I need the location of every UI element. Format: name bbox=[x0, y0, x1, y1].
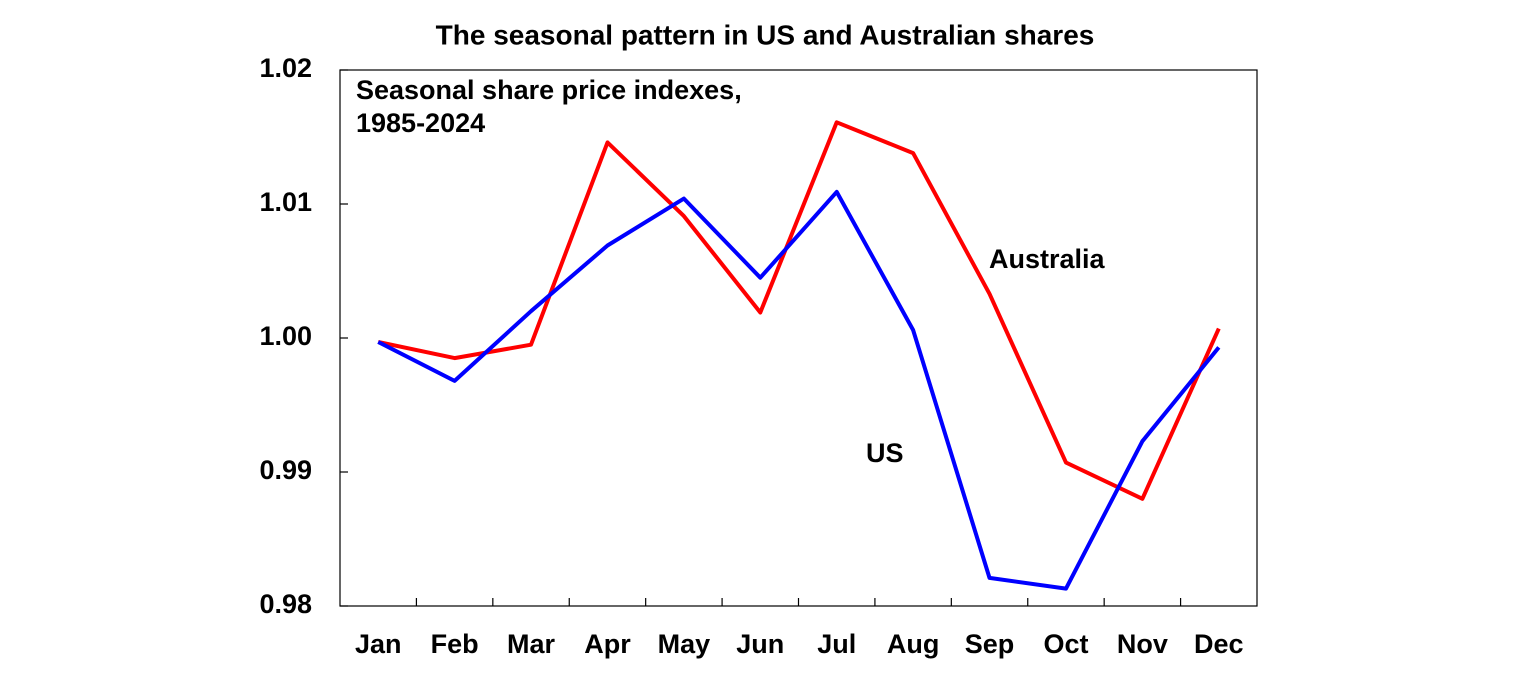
x-tick-label: Apr bbox=[584, 629, 631, 659]
y-tick-label: 1.00 bbox=[259, 321, 312, 351]
y-tick-label: 1.02 bbox=[259, 53, 312, 83]
series-line bbox=[377, 189, 1221, 591]
x-tick-label: Sep bbox=[965, 629, 1015, 659]
annotation: Seasonal share price indexes, bbox=[356, 75, 742, 105]
x-tick-label: Jun bbox=[736, 629, 784, 659]
x-tick-label: Dec bbox=[1194, 629, 1244, 659]
x-tick-label: Aug bbox=[887, 629, 939, 659]
x-tick-label: Nov bbox=[1117, 629, 1168, 659]
series-line bbox=[377, 120, 1221, 501]
chart-title: The seasonal pattern in US and Australia… bbox=[436, 19, 1095, 50]
y-tick-label: 0.98 bbox=[259, 589, 312, 619]
y-tick-label: 1.01 bbox=[259, 187, 312, 217]
x-tick-label: Jan bbox=[355, 629, 402, 659]
x-tick-label: Feb bbox=[431, 629, 479, 659]
x-tick-label: Jul bbox=[817, 629, 856, 659]
series-label: Australia bbox=[989, 244, 1106, 274]
plot-frame bbox=[339, 69, 1258, 607]
annotation: 1985-2024 bbox=[356, 108, 485, 138]
y-tick-label: 0.99 bbox=[259, 455, 312, 485]
x-tick-label: May bbox=[658, 629, 711, 659]
series-label: US bbox=[866, 438, 904, 468]
x-tick-label: Mar bbox=[507, 629, 556, 659]
x-tick-label: Oct bbox=[1043, 629, 1088, 659]
